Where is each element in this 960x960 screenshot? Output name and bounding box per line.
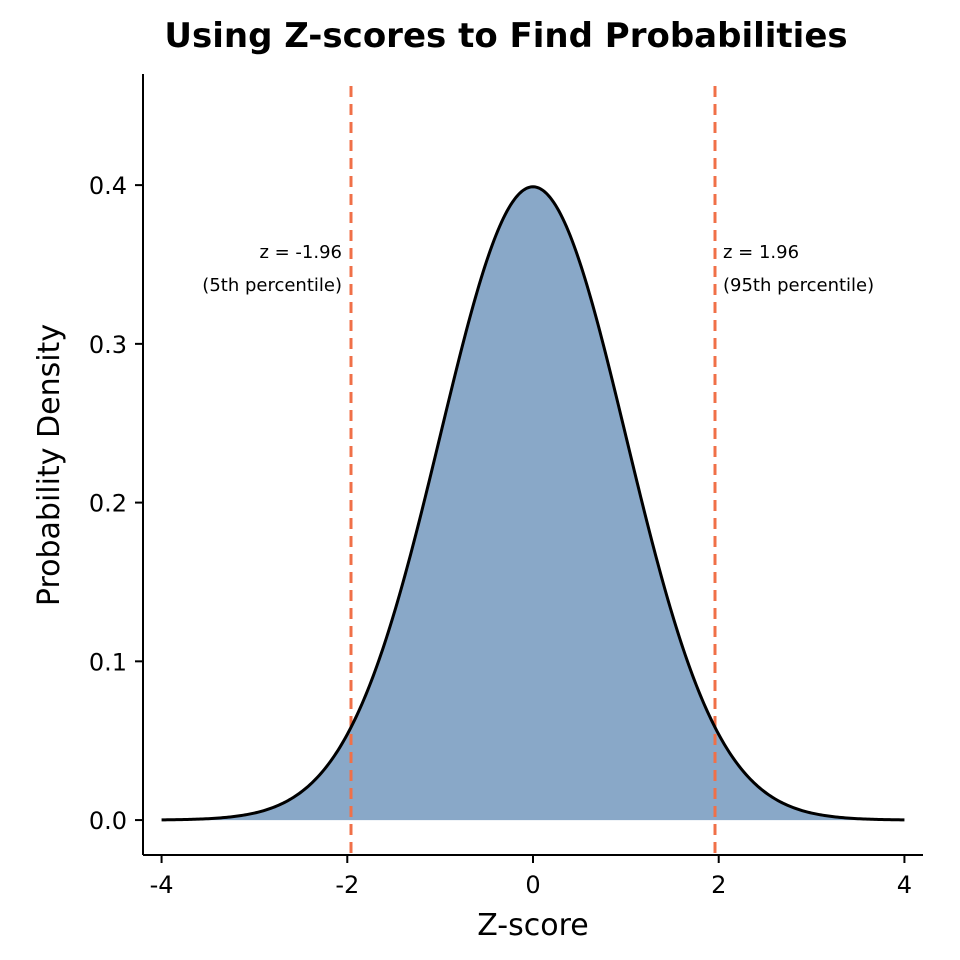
y-tick-label: 0.0 xyxy=(89,807,127,835)
plot-area: z = -1.96 (5th percentile) z = 1.96 (95th p… xyxy=(161,86,905,855)
x-tick-label: 0 xyxy=(525,871,540,899)
chart-title: Using Z-scores to Find Probabilities xyxy=(164,16,847,56)
annotations: z = -1.96 (5th percentile) z = 1.96 (95th p… xyxy=(202,242,874,296)
annotation-2-line-1: z = 1.96 xyxy=(723,242,799,263)
annotation-2-line-2: (95th percentile) xyxy=(723,275,874,296)
x-tick-label: -2 xyxy=(335,871,359,899)
density-curve xyxy=(161,185,905,822)
y-tick-label: 0.1 xyxy=(89,648,127,676)
x-tick-label: 2 xyxy=(711,871,726,899)
y-tick-label: 0.2 xyxy=(89,490,127,518)
y-tick-label: 0.3 xyxy=(89,331,127,359)
x-axis-label: Z-score xyxy=(477,908,588,943)
annotation-1-line-1: z = -1.96 xyxy=(259,242,342,263)
density-fill xyxy=(161,186,905,821)
annotation-1-line-2: (5th percentile) xyxy=(202,275,342,296)
x-tick-label: -4 xyxy=(150,871,174,899)
y-axis-ticks: 0.0 0.1 0.2 0.3 0.4 xyxy=(89,172,143,835)
y-tick-label: 0.4 xyxy=(89,172,127,200)
y-axis-label: Probability Density xyxy=(32,324,67,606)
x-tick-label: 4 xyxy=(897,871,912,899)
x-axis-ticks: -4 -2 0 2 4 xyxy=(150,855,912,899)
